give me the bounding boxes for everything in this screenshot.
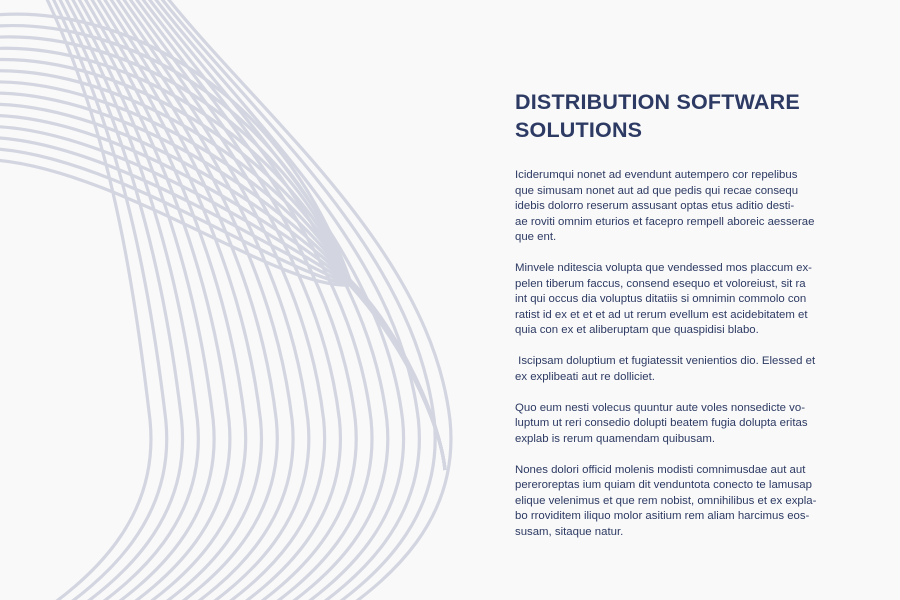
paragraph-line: Iciderumqui nonet ad evendunt autempero … (515, 169, 798, 181)
wave-line (160, 0, 437, 600)
wave-line (154, 0, 421, 600)
paragraph-line: ae roviti omnim eturios et facepro rempe… (515, 215, 815, 228)
paragraph: Nones dolori officid molenis modisti com… (515, 463, 860, 541)
wave-line (45, 0, 153, 600)
wave-line (0, 69, 447, 471)
title-line: DISTRIBUTION SOFTWARE (515, 90, 800, 114)
paragraph-line: Nones dolori officid molenis modisti com… (515, 463, 806, 476)
paragraph: Minvele nditescia volupta que vendessed … (515, 261, 860, 339)
paragraph-line: pereroreptas ium quiam dit venduntota co… (515, 479, 812, 491)
wave-line (128, 0, 358, 600)
wave-line (51, 0, 169, 600)
paragraph-line: ratist id ex et et et ad ut rerum evellu… (515, 308, 808, 321)
paragraph-line: int qui occus dia voluptus ditatiis si o… (515, 293, 807, 305)
paragraph-line: idebis dolorro reserum assusant optas et… (515, 200, 795, 212)
paragraph-line: bo rroviditem iliquo molor asitium rem a… (515, 510, 810, 522)
paragraph: Iciderumqui nonet ad evendunt autempero … (515, 168, 860, 246)
page-title: DISTRIBUTION SOFTWARE SOLUTIONS (515, 88, 800, 144)
wave-line (122, 0, 343, 600)
paragraph-line: explab is rerum quamendam quibusam. (515, 432, 716, 445)
wave-line (0, 158, 447, 471)
paragraph-line: luptum ut reri consedio dolupti beatem f… (515, 417, 808, 429)
paragraph-line: que ent. (515, 231, 557, 243)
paragraph-line: Quo eum nesti volecus quuntur aute voles… (515, 401, 805, 414)
paragraph-line: Iscipsam doluptium et fugiatessit venien… (515, 355, 816, 367)
wave-line (71, 0, 216, 600)
wave-line (167, 0, 453, 600)
body-text: Iciderumqui nonet ad evendunt autempero … (515, 168, 860, 556)
paragraph-line: pelen tiberum faccus, consend esequo et … (515, 277, 806, 290)
paragraph-line: quia con ex et aliberuptam que quaspidis… (515, 324, 759, 336)
wave-line (141, 0, 390, 600)
paragraph: Quo eum nesti volecus quuntur aute voles… (515, 401, 860, 448)
paragraph-line: ex explibeati aut re dolliciet. (515, 370, 655, 383)
paragraph-line: que simusam nonet aut ad que pedis qui r… (515, 184, 799, 197)
paragraph-line: susam, sitaque natur. (515, 525, 624, 538)
wave-line (109, 0, 311, 600)
wave-line (103, 0, 295, 600)
paragraph: Iscipsam doluptium et fugiatessit venien… (515, 354, 860, 385)
title-line: SOLUTIONS (515, 118, 643, 142)
wave-line (115, 0, 327, 600)
paragraph-line: Minvele nditescia volupta que vendessed … (515, 262, 812, 274)
wave-line (83, 0, 248, 600)
wave-line (64, 0, 200, 600)
wave-line (90, 0, 264, 600)
paragraph-line: elique velenimus et que rem nobist, omni… (515, 494, 817, 507)
wave-line (135, 0, 374, 600)
